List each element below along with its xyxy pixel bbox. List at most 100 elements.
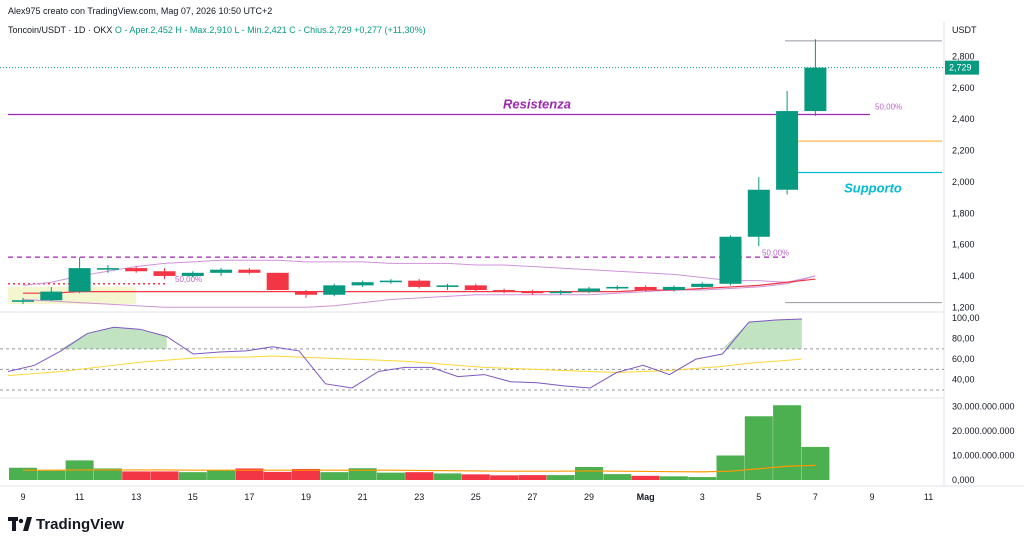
time-tick-label: 11: [924, 492, 933, 502]
price-tick-label: 1,800: [952, 208, 975, 218]
time-tick-label: 21: [358, 492, 368, 502]
volume-bar: [122, 471, 151, 480]
annotation-support: Supporto: [844, 181, 902, 196]
rsi-tick-label: 60,00: [952, 354, 975, 364]
candle-body: [181, 272, 204, 276]
time-tick-label: Mag: [637, 492, 655, 502]
price-tick-label: 2,400: [952, 114, 975, 124]
time-tick-label: 25: [471, 492, 481, 502]
candle-body: [238, 269, 261, 273]
annotation-fib: 50,00%: [762, 248, 789, 257]
time-tick-label: 17: [244, 492, 254, 502]
volume-bar: [178, 472, 207, 480]
candle-body: [606, 286, 629, 289]
candle-body: [323, 285, 346, 295]
candle-body: [295, 291, 317, 295]
last-price-label: 2,729: [949, 63, 972, 73]
candle-body: [549, 291, 572, 294]
price-tick-label: 1,600: [952, 240, 975, 250]
author-line: Alex975 creato con TradingView.com, Mag …: [8, 6, 273, 16]
volume-bar: [320, 472, 349, 480]
volume-bar: [575, 467, 603, 480]
rsi-overbought-fill: [34, 327, 167, 349]
rsi-line: [7, 318, 802, 389]
volume-bar: [405, 472, 434, 480]
symbol-line: Toncoin/USDT · 1D · OKX O - Aper.2,452 H…: [8, 25, 426, 35]
volume-bar: [263, 471, 292, 480]
ohlc-values: O - Aper.2,452 H - Max.2,910 L - Min.2,4…: [114, 25, 426, 35]
candle-body: [747, 189, 770, 237]
candle-body: [266, 272, 289, 291]
volume-bar: [37, 470, 66, 480]
price-tick-label: 2,200: [952, 146, 975, 156]
candle-body: [351, 282, 374, 286]
candle-body: [12, 300, 34, 302]
volume-ma-line: [23, 464, 816, 473]
last-price-tag: [945, 60, 979, 75]
time-tick-label: 13: [131, 492, 141, 502]
volume-bar: [9, 467, 37, 480]
candle-body: [804, 67, 827, 112]
volume-bar: [433, 473, 462, 480]
volume-bar: [659, 476, 688, 480]
time-tick-label: 9: [869, 492, 874, 502]
volume-bar: [801, 446, 830, 480]
candle-body: [493, 290, 516, 292]
volume-bar: [490, 475, 519, 480]
price-axis-currency[interactable]: USDT: [952, 25, 977, 35]
volume-tick-label: 30.000.000.000: [952, 401, 1015, 411]
tradingview-logo-text: TradingView: [36, 516, 125, 533]
annotation-resistance: Resistenza: [503, 97, 571, 112]
tradingview-logo[interactable]: TradingView: [8, 516, 124, 533]
candle-body: [521, 291, 544, 294]
rsi-tick-label: 80,00: [952, 334, 975, 344]
bollinger-upper: [22, 259, 816, 286]
candle-body: [719, 236, 742, 284]
candle-body: [691, 283, 714, 287]
rsi-overbought-fill: [722, 319, 802, 349]
candle-body: [776, 111, 799, 190]
volume-bar: [688, 477, 717, 480]
time-tick-label: 3: [700, 492, 705, 502]
price-tick-label: 1,200: [952, 302, 975, 312]
rsi-tick-label: 100,00: [952, 313, 980, 323]
candle-body: [436, 285, 459, 287]
volume-bar: [150, 471, 179, 480]
candle-body: [210, 269, 233, 273]
time-tick-label: 29: [584, 492, 594, 502]
time-tick-label: 19: [301, 492, 311, 502]
volume-bar: [744, 416, 773, 480]
price-tick-label: 1,400: [952, 271, 975, 281]
rsi-ma-line: [7, 355, 802, 377]
annotation-fib: 50,00%: [175, 275, 202, 284]
rsi-tick-label: 40,00: [952, 375, 975, 385]
price-tick-label: 2,600: [952, 83, 975, 93]
price-tick-label: 2,800: [952, 52, 975, 62]
time-tick-label: 9: [20, 492, 25, 502]
volume-bar: [235, 468, 264, 480]
volume-tick-label: 10.000.000.000: [952, 450, 1015, 460]
volume-bar: [93, 468, 122, 480]
candle-body: [379, 280, 402, 283]
price-tick-label: 2,000: [952, 177, 975, 187]
volume-bar: [518, 475, 547, 480]
volume-bar: [546, 475, 575, 480]
annotation-fib: 50,00%: [875, 103, 902, 112]
volume-bar: [348, 468, 377, 480]
candle-body: [634, 286, 657, 291]
candle-body: [125, 268, 148, 272]
tradingview-logo-icon: [8, 516, 32, 531]
candle-body: [408, 280, 431, 287]
volume-tick-label: 20.000.000.000: [952, 426, 1015, 436]
time-tick-label: 5: [756, 492, 761, 502]
candle-body: [40, 291, 63, 301]
candle-body: [662, 286, 685, 291]
volume-bar: [603, 474, 632, 480]
candle-body: [578, 288, 600, 292]
candle-body: [96, 268, 119, 270]
symbol-name[interactable]: Toncoin/USDT · 1D · OKX: [8, 25, 113, 35]
volume-bar: [376, 472, 405, 480]
volume-bar: [631, 475, 660, 480]
volume-bar: [716, 455, 745, 480]
